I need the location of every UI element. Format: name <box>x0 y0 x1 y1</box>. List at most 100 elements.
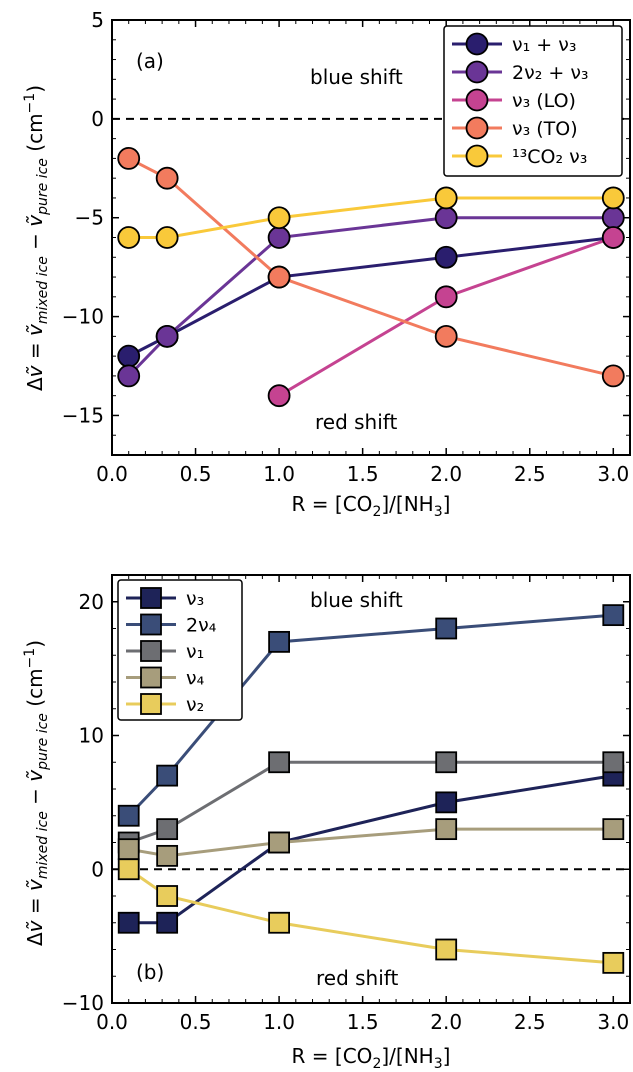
panel-a-legend-box <box>443 25 623 177</box>
panel-b-point-series-0 <box>156 911 179 934</box>
panel-a-point-to <box>434 324 458 348</box>
panel-b-point-series-3 <box>117 838 140 861</box>
panel-a-line-series-0 <box>128 236 614 358</box>
panel-b-point-series-0 <box>435 791 458 814</box>
panel-a-point-2 <box>601 206 625 230</box>
panel-a-point-lo <box>267 384 291 408</box>
panel-a-line-2 <box>127 216 614 377</box>
panel-a-point-to <box>267 265 291 289</box>
panel-b-x-tick-label: 2.5 <box>514 1010 546 1034</box>
panel-a-label: (a) <box>136 49 164 73</box>
panel-b-red-shift-annotation: red shift <box>316 966 398 990</box>
panel-b-legend-marker-series-0 <box>140 587 162 609</box>
panel-b-x-tick-label: 3.0 <box>597 1010 629 1034</box>
panel-b-legend: ν₃ 2ν₄ ν₁ ν₄ ν₂ <box>117 579 243 721</box>
panel-a-ticks: 0.0 0.5 1.0 1.5 2.0 2.5 3.0 5 0 −5 −10 −15 <box>62 8 630 486</box>
panel-b-point-series-2 <box>602 751 625 774</box>
panel-a-point-co <box>267 206 291 230</box>
panel-b-ticks: 0.0 0.5 1.0 1.5 2.0 2.5 3.0 20 10 0 −10 <box>62 574 630 1034</box>
panel-a-y-axis-label: Δṽ = ṽmixed ice − ṽpure ice (cm−1) <box>22 85 51 391</box>
panel-a-x-tick-label: 3.0 <box>597 462 629 486</box>
panel-a-x-axis-label: R = [CO2]/[NH3] <box>292 492 451 520</box>
panel-a-legend-label-2: 2ν₂ + ν₃ <box>512 62 589 84</box>
panel-a-red-shift-annotation: red shift <box>315 410 397 434</box>
panel-a-x-tick-label: 0.0 <box>96 462 128 486</box>
panel-b-legend-marker-series-2 <box>140 640 162 662</box>
panel-b-line-series-4 <box>127 868 614 965</box>
panel-a-legend-marker-co <box>465 144 489 168</box>
panel-b-point-2 <box>435 617 458 640</box>
panel-b-x-tick-label: 1.0 <box>263 1010 295 1034</box>
panel-b-legend-label-2: 2ν₄ <box>186 615 217 637</box>
panel-b-point-series-3 <box>435 818 458 841</box>
panel-b-line-series-3 <box>128 827 614 858</box>
panel-a-legend-label-to: ν₃ (TO) <box>512 118 578 140</box>
panel-b-legend-label-series-2: ν₁ <box>186 641 204 663</box>
panel-b-point-series-3 <box>602 818 625 841</box>
panel-b-point-series-4 <box>435 938 458 961</box>
panel-b-y-tick-label: 20 <box>79 590 104 614</box>
panel-b-legend-marker-series-3 <box>140 666 162 689</box>
panel-b-label: (b) <box>136 960 164 984</box>
panel-b-point-2 <box>117 804 140 827</box>
panel-b-blue-shift-annotation: blue shift <box>310 588 403 612</box>
panel-b-point-series-3 <box>156 844 179 867</box>
panel-b-point-series-4 <box>117 858 140 881</box>
panel-b-markers <box>117 604 625 974</box>
panel-b-y-tick-label: 10 <box>79 724 104 748</box>
panel-b-x-tick-label: 2.0 <box>430 1010 462 1034</box>
panel-a-legend-label-series-0: ν₁ + ν₃ <box>512 34 576 56</box>
panel-a-legend: ν₁ + ν₃ 2ν₂ + ν₃ ν₃ (LO) ν₃ (TO) ¹³CO₂ ν₃ <box>443 25 623 177</box>
panel-a-markers <box>117 147 625 408</box>
panel-a-point-2 <box>117 364 141 388</box>
panel-a-point-co <box>434 186 458 210</box>
panel-a-legend-marker-lo <box>465 88 489 112</box>
panel-a-point-to <box>155 166 179 190</box>
panel-a-legend-label-co: ¹³CO₂ ν₃ <box>512 146 587 168</box>
panel-a-x-tick-label: 2.5 <box>514 462 546 486</box>
panel-b-point-2 <box>268 630 290 653</box>
panel-b-legend-label-series-4: ν₂ <box>186 694 204 716</box>
panel-b-point-series-2 <box>435 751 458 774</box>
panel-b-legend-label-series-0: ν₃ <box>186 588 204 610</box>
panel-a-point-series-0 <box>434 245 458 269</box>
panel-b-point-series-0 <box>117 911 140 934</box>
panel-a-point-co <box>155 226 179 249</box>
panel-b-point-series-2 <box>268 751 290 774</box>
panel-a-x-tick-label: 0.5 <box>180 462 212 486</box>
panel-b-x-tick-label: 1.5 <box>347 1010 379 1034</box>
panel-b-point-series-4 <box>268 911 290 934</box>
panel-b-point-series-2 <box>156 818 179 841</box>
panel-a-point-to <box>601 364 625 388</box>
panel-a-point-to <box>117 147 141 170</box>
panel-a-legend-label-lo: ν₃ (LO) <box>512 90 576 112</box>
panel-a-x-tick-label: 1.5 <box>347 462 379 486</box>
panel-a-y-tick-label: 0 <box>91 107 104 131</box>
panel-b-point-2 <box>156 764 179 787</box>
panel-a-blue-shift-annotation: blue shift <box>310 65 403 89</box>
panel-a-y-tick-label: −15 <box>62 403 104 427</box>
panel-a-y-tick-label: −10 <box>62 305 104 329</box>
panel-a-point-series-0 <box>117 344 141 368</box>
panel-a-point-2 <box>434 206 458 230</box>
panel-a-point-lo <box>434 285 458 309</box>
panel-b-point-series-3 <box>268 831 290 854</box>
panel-b-point-2 <box>602 604 625 627</box>
panel-a-legend-marker-2 <box>465 60 489 84</box>
panel-a: 0.0 0.5 1.0 1.5 2.0 2.5 3.0 5 0 −5 −10 −15 (a) blue… <box>22 8 631 520</box>
panel-b-y-axis-label: Δṽ = ṽmixed ice − ṽpure ice (cm−1) <box>22 640 51 946</box>
panel-b: 0.0 0.5 1.0 1.5 2.0 2.5 3.0 20 10 0 −10 (b) blue s… <box>22 574 631 1072</box>
panel-a-series-lines <box>127 157 614 397</box>
panel-a-legend-marker-to <box>465 116 489 140</box>
panel-a-point-lo <box>601 226 625 249</box>
panel-b-legend-marker-2 <box>140 613 162 636</box>
panel-b-y-tick-label: 0 <box>91 857 104 881</box>
panel-a-point-co <box>601 186 625 210</box>
panel-a-point-2 <box>155 324 179 348</box>
panel-b-point-series-4 <box>156 885 179 907</box>
panel-b-x-axis-label: R = [CO2]/[NH3] <box>292 1044 451 1072</box>
panel-b-y-tick-label: −10 <box>62 991 104 1015</box>
panel-b-legend-marker-series-4 <box>140 693 162 715</box>
panel-b-legend-label-series-3: ν₄ <box>186 668 205 690</box>
